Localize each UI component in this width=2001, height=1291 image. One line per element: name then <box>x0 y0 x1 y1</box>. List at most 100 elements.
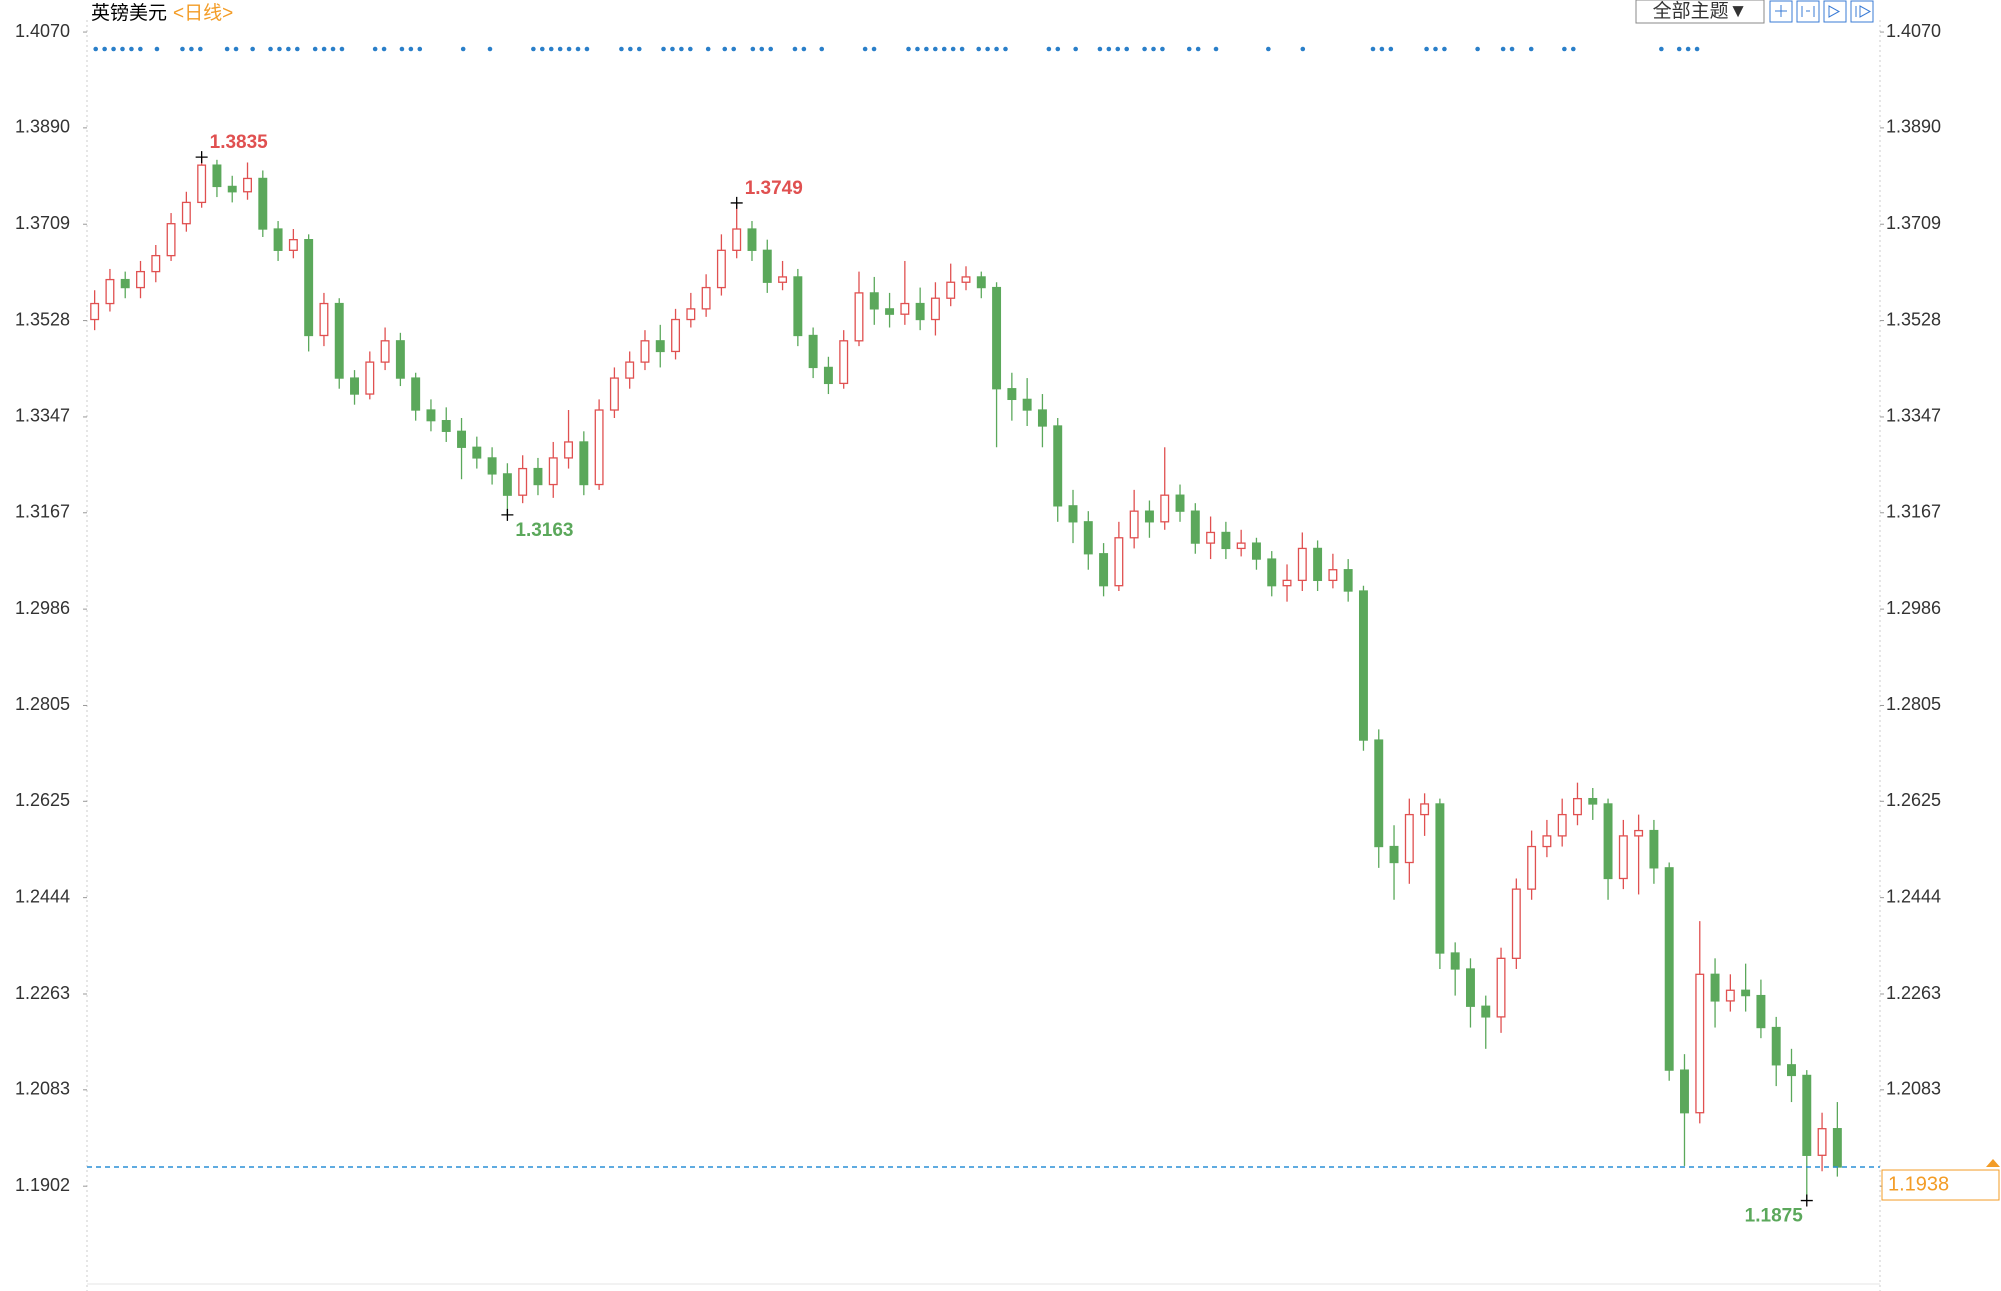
candle-body <box>625 361 635 379</box>
event-dot <box>1300 46 1306 52</box>
candle-body <box>1129 510 1139 539</box>
candle-body <box>319 302 329 337</box>
event-dot <box>1388 46 1394 52</box>
candle-body <box>395 340 405 379</box>
candle-body <box>472 446 482 459</box>
extreme-marker <box>730 196 743 209</box>
candle-body <box>732 228 742 251</box>
event-dot <box>1685 46 1691 52</box>
event-dot <box>1003 46 1008 52</box>
event-dot <box>933 46 938 52</box>
candle-body <box>808 334 818 369</box>
y2-tick-label: 1.3167 <box>1886 502 1941 522</box>
event-dot <box>1571 46 1576 52</box>
candle-body <box>854 292 864 342</box>
event-dot <box>924 46 929 52</box>
candle-body <box>701 286 711 310</box>
event-dot <box>619 46 624 52</box>
candle-body <box>1144 510 1154 523</box>
event-dot <box>557 46 563 52</box>
event-dot <box>801 46 807 52</box>
event-dot <box>1046 46 1052 52</box>
y2-tick-label: 1.2805 <box>1886 694 1941 714</box>
candle-body <box>304 239 314 337</box>
candle-body <box>1465 968 1475 1007</box>
candle-body <box>120 278 130 289</box>
candle-body <box>1832 1128 1842 1168</box>
candle-body <box>793 276 803 337</box>
toolbar-icons <box>1769 0 1874 23</box>
event-dot <box>1424 46 1429 52</box>
event-dot <box>180 46 185 52</box>
y2-tick-label: 1.3890 <box>1886 117 1941 137</box>
candle-body <box>1680 1069 1689 1114</box>
candle-body <box>594 409 604 486</box>
candle-body <box>1450 952 1460 970</box>
event-dot <box>976 46 981 52</box>
candle-body <box>686 308 696 321</box>
candle-body <box>1389 845 1399 864</box>
candle-body <box>1802 1074 1812 1156</box>
event-dot <box>1528 46 1534 52</box>
candle-body <box>90 302 100 321</box>
candle-body <box>1160 494 1170 523</box>
extreme-label: 1.1875 <box>1745 1206 1804 1227</box>
candle-body <box>1542 835 1552 848</box>
event-dot <box>759 46 765 52</box>
extreme-marker <box>501 508 514 521</box>
event-dot <box>1442 46 1447 52</box>
event-dot <box>959 46 965 52</box>
candle-body <box>1787 1064 1796 1077</box>
y-tick-label: 1.2083 <box>15 1079 70 1099</box>
event-dot <box>102 46 107 52</box>
y-tick-label: 1.2625 <box>15 790 70 810</box>
candle-body <box>1481 1005 1491 1018</box>
candle-body <box>930 297 940 321</box>
candle-body <box>1618 835 1628 880</box>
candle-body <box>1527 845 1537 890</box>
candle-body <box>365 361 375 395</box>
scroll-icon[interactable] <box>1823 0 1847 23</box>
event-dot <box>731 46 736 52</box>
event-dot <box>120 46 125 52</box>
candle-body <box>457 430 467 448</box>
last-price-arrow <box>1986 1159 2000 1168</box>
candle-body <box>961 276 971 283</box>
theme-button-box[interactable] <box>1635 0 1765 24</box>
event-dot <box>661 46 666 52</box>
candle-body <box>1297 547 1307 582</box>
y2-tick-label: 1.3709 <box>1886 213 1941 233</box>
candle-body <box>946 281 956 299</box>
y-tick-label: 1.2805 <box>15 694 70 714</box>
candle-body <box>487 457 497 475</box>
candle-body <box>1251 542 1261 560</box>
y-tick-label: 1.3528 <box>15 309 70 329</box>
candle-body <box>1511 888 1521 959</box>
candle-body <box>762 249 772 283</box>
event-dot <box>670 46 675 52</box>
event-dot <box>750 46 756 52</box>
candle-body <box>1083 521 1093 555</box>
candle-body <box>885 308 895 315</box>
chart-subtitle: <日线> <box>173 2 233 24</box>
extreme-marker <box>1800 1194 1813 1207</box>
event-dot <box>1142 46 1147 52</box>
event-dot <box>286 46 291 52</box>
candle-body <box>671 318 681 353</box>
candle-body <box>1435 803 1445 954</box>
event-dot <box>321 46 327 52</box>
candle-body <box>288 239 298 251</box>
theme-button[interactable]: 全部主题▼ <box>1653 0 1748 22</box>
candle-body <box>1328 569 1338 582</box>
event-dot <box>268 46 273 52</box>
candle-body <box>655 340 665 353</box>
candle-body <box>1557 813 1567 837</box>
candle-body <box>1190 510 1200 544</box>
candle-body <box>1710 973 1720 1002</box>
candle-body <box>212 164 222 188</box>
event-dot <box>705 46 711 52</box>
candle-body <box>900 302 910 315</box>
event-dot <box>906 46 911 52</box>
event-dot <box>408 46 414 52</box>
y-tick-label: 1.4070 <box>15 21 70 41</box>
